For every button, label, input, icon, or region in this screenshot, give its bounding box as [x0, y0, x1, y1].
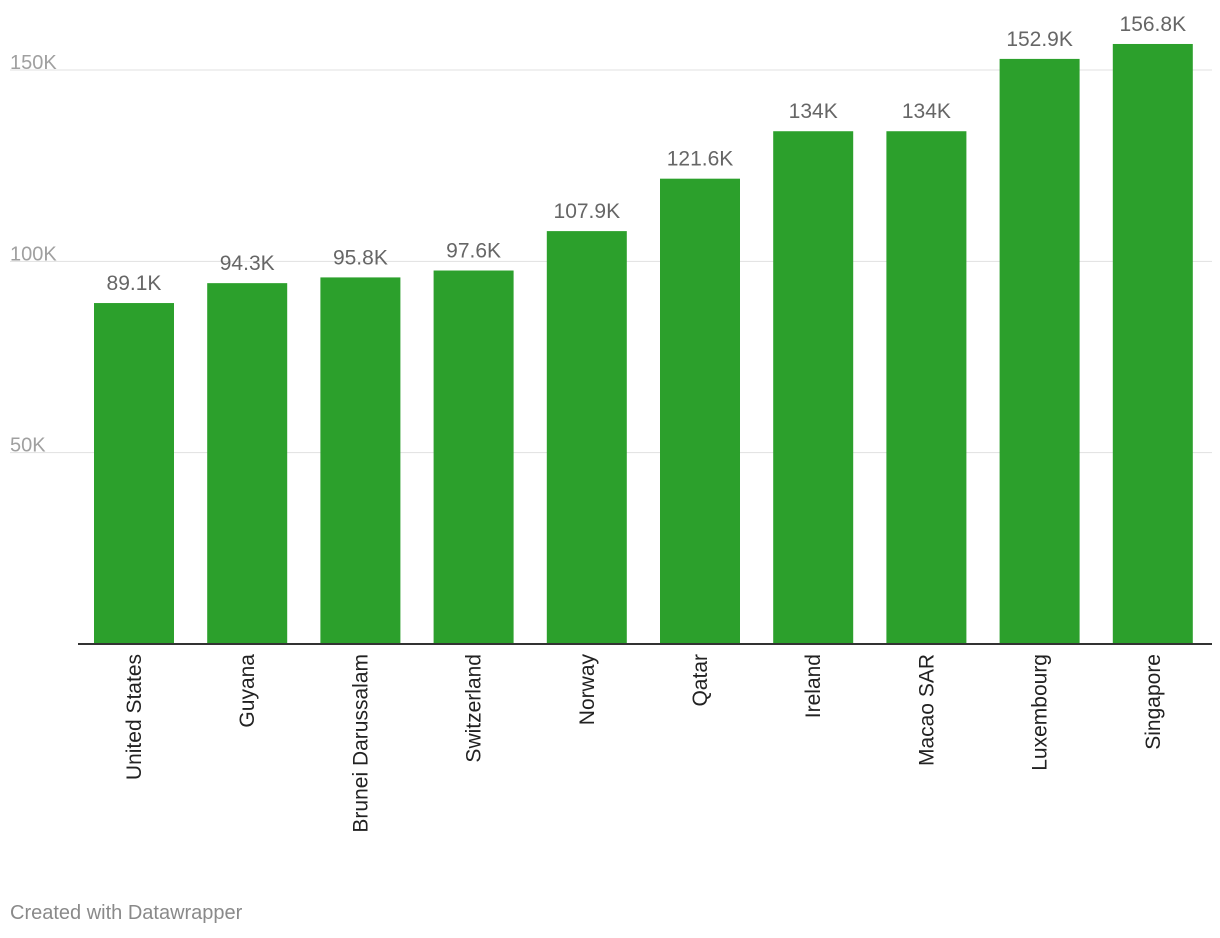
category-label: Luxembourg [1029, 654, 1052, 771]
y-tick-label: 100K [10, 243, 57, 265]
category-label: Norway [576, 654, 599, 726]
value-label: 134K [902, 100, 951, 123]
category-label: United States [123, 654, 146, 780]
y-tick-label: 50K [10, 435, 46, 457]
value-label: 89.1K [107, 272, 162, 295]
value-label: 97.6K [446, 240, 501, 263]
footer-credit: Created with Datawrapper [10, 902, 243, 924]
bar [433, 270, 514, 644]
value-label: 94.3K [220, 252, 275, 275]
value-label-layer: 89.1K 94.3K 95.8K 97.6K 107.9K 121.6K 134K 134K… [107, 13, 1187, 295]
value-label: 152.9K [1006, 28, 1073, 51]
bar-chart: 50K 100K 150K 89.1K 94.3K 95.8K 97.6K 107.9K 12… [10, 13, 1212, 833]
category-label: Brunei Darussalam [349, 654, 372, 833]
category-label: Qatar [689, 654, 712, 707]
bar [886, 131, 967, 644]
bar [320, 277, 401, 644]
category-label-layer: United States Guyana Brunei Darussalam Swit… [123, 654, 1165, 833]
value-label: 121.6K [667, 148, 734, 171]
category-label: Macao SAR [915, 654, 938, 766]
category-label: Guyana [236, 654, 259, 728]
value-label: 95.8K [333, 246, 388, 269]
bar [1112, 43, 1193, 645]
category-label: Ireland [802, 654, 825, 718]
bar [773, 131, 854, 644]
bar [207, 283, 288, 644]
bar [660, 178, 740, 644]
value-label: 134K [789, 100, 838, 123]
value-label: 156.8K [1120, 13, 1187, 36]
y-tick-label: 150K [10, 52, 57, 74]
bars-layer [94, 43, 1193, 645]
bar [94, 303, 174, 644]
value-label: 107.9K [554, 200, 621, 223]
bar [546, 231, 627, 644]
category-label: Singapore [1142, 654, 1165, 750]
category-label: Switzerland [463, 654, 486, 763]
bar [999, 58, 1080, 645]
